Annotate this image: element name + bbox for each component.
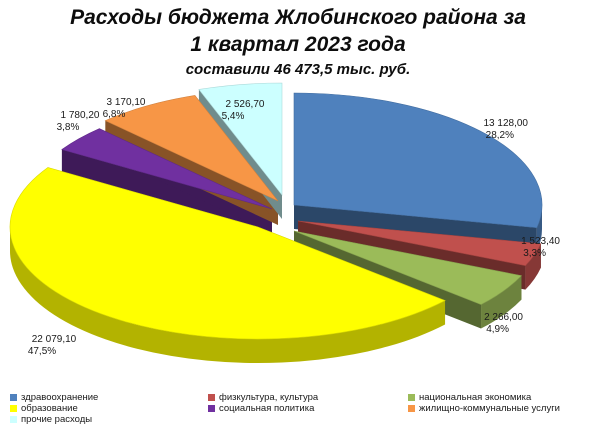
chart-title-line-1: Расходы бюджета Жлобинского района за bbox=[70, 6, 526, 29]
legend-swatch bbox=[10, 394, 17, 401]
pie-slices bbox=[9, 82, 543, 340]
pie-slice-side bbox=[9, 227, 446, 363]
legend-item: жилищно-коммунальные услуги bbox=[408, 403, 560, 414]
legend-label: образование bbox=[21, 403, 78, 414]
legend-item: прочие расходы bbox=[10, 414, 92, 425]
slice-percent-label: 4,9% bbox=[486, 324, 509, 335]
slice-percent-label: 3,8% bbox=[57, 122, 80, 133]
legend-label: прочие расходы bbox=[21, 414, 93, 425]
slice-value-label: 1 780,20 bbox=[61, 110, 100, 121]
chart-legend: здравоохранение физкультура, культура наци… bbox=[10, 392, 590, 428]
legend-swatch bbox=[10, 416, 17, 423]
legend-item: физкультура, культура bbox=[208, 392, 318, 403]
pie-slice-5 bbox=[61, 128, 273, 210]
pie-slice-6 bbox=[104, 95, 279, 202]
pie-slice-3 bbox=[293, 230, 523, 305]
legend-swatch bbox=[408, 405, 415, 412]
slice-value-label: 3 170,10 bbox=[107, 97, 146, 108]
legend-item: здравоохранение bbox=[10, 392, 98, 403]
legend-label: физкультура, культура bbox=[219, 392, 319, 403]
pie-slice-side bbox=[481, 275, 522, 329]
legend-label: жилищно-коммунальные услуги bbox=[419, 403, 560, 414]
slice-value-label: 22 079,10 bbox=[32, 334, 77, 345]
pie-slice-side bbox=[525, 243, 541, 290]
legend-label: социальная политика bbox=[219, 403, 315, 414]
slice-percent-label: 3,3% bbox=[523, 248, 546, 259]
chart-subtitle: составили 46 473,5 тыс. руб. bbox=[185, 61, 411, 78]
legend-label: национальная экономика bbox=[419, 392, 532, 403]
pie-slice-wall bbox=[61, 149, 272, 233]
chart-title-line-2: 1 квартал 2023 года bbox=[190, 33, 406, 56]
slice-percent-label: 6,8% bbox=[103, 109, 126, 120]
legend-swatch bbox=[10, 405, 17, 412]
legend-swatch bbox=[208, 394, 215, 401]
pie-slice-2 bbox=[297, 220, 542, 266]
legend-item: национальная экономика bbox=[408, 392, 531, 403]
pie-slice-7 bbox=[198, 82, 283, 196]
slice-value-label: 1 523,40 bbox=[521, 236, 560, 247]
pie-slice-1 bbox=[293, 92, 543, 229]
legend-label: здравоохранение bbox=[21, 392, 99, 403]
slice-value-label: 2 526,70 bbox=[226, 99, 265, 110]
slice-value-label: 2 266,00 bbox=[484, 312, 523, 323]
slice-value-label: 13 128,00 bbox=[484, 118, 529, 129]
pie-slice-4 bbox=[9, 167, 446, 340]
legend-item: образование bbox=[10, 403, 78, 414]
slice-percent-label: 28,2% bbox=[486, 130, 514, 141]
slice-percent-label: 47,5% bbox=[28, 346, 56, 357]
legend-swatch bbox=[408, 394, 415, 401]
slice-percent-label: 5,4% bbox=[222, 111, 245, 122]
legend-item: социальная политика bbox=[208, 403, 314, 414]
legend-swatch bbox=[208, 405, 215, 412]
